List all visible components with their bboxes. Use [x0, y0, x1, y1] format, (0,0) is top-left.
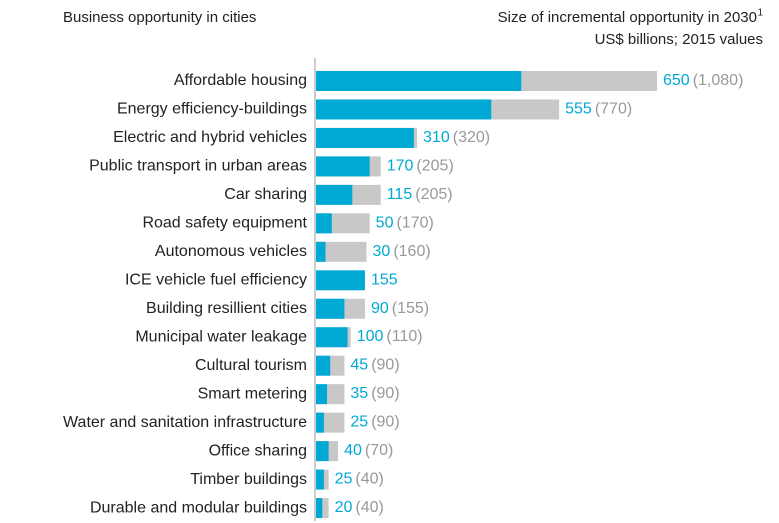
- value-label: 650 (1,080): [663, 72, 743, 89]
- high-value-label: (205): [415, 186, 452, 203]
- value-label: 45 (90): [350, 357, 399, 374]
- category-label: Electric and hybrid vehicles: [113, 129, 307, 146]
- category-label: Durable and modular buildings: [90, 499, 307, 516]
- high-value-label: (70): [365, 442, 393, 459]
- bar: [316, 327, 348, 348]
- category-label: Car sharing: [224, 186, 307, 203]
- chart-subtitle: Size of incremental opportunity in 2030: [498, 9, 757, 26]
- low-value-label: 25: [335, 471, 353, 488]
- value-label: 115 (205): [387, 186, 453, 203]
- high-value-label: (770): [595, 101, 632, 118]
- low-value-label: 20: [335, 499, 353, 516]
- high-value-label: (40): [355, 499, 383, 516]
- bar: [316, 241, 326, 262]
- footnote-marker: 1: [757, 8, 763, 19]
- low-value-label: 310: [423, 129, 450, 146]
- bar: [316, 127, 414, 148]
- category-label: Smart metering: [198, 385, 307, 402]
- low-value-label: 50: [376, 215, 394, 232]
- high-value-label: (160): [393, 243, 430, 260]
- category-label: Public transport in urban areas: [89, 158, 307, 175]
- category-label: Affordable housing: [174, 72, 307, 89]
- low-value-label: 155: [371, 272, 398, 289]
- bar: [316, 384, 328, 405]
- bar: [316, 298, 345, 319]
- value-label: 20 (40): [335, 499, 384, 516]
- category-label: Office sharing: [209, 442, 307, 459]
- bar: [316, 498, 323, 519]
- low-value-label: 115: [387, 186, 413, 203]
- low-value-label: 650: [663, 72, 690, 89]
- category-label: Water and sanitation infrastructure: [63, 414, 307, 431]
- low-value-label: 170: [387, 158, 414, 175]
- low-value-label: 45: [350, 357, 368, 374]
- high-value-label: (1,080): [693, 72, 744, 89]
- low-value-label: 40: [344, 442, 362, 459]
- high-value-label: (110): [386, 328, 422, 345]
- low-value-label: 25: [350, 414, 368, 431]
- high-value-label: (170): [396, 215, 433, 232]
- bar: [316, 355, 331, 376]
- value-label: 170 (205): [387, 158, 454, 175]
- high-value-label: (90): [371, 357, 399, 374]
- bar: [316, 184, 353, 205]
- low-value-label: 35: [350, 385, 368, 402]
- bar: [316, 99, 492, 120]
- bar: [316, 241, 367, 262]
- value-label: 50 (170): [376, 215, 434, 232]
- value-label: 40 (70): [344, 442, 393, 459]
- category-label: ICE vehicle fuel efficiency: [125, 272, 307, 289]
- high-value-label: (320): [453, 129, 490, 146]
- value-label: 100 (110): [357, 328, 423, 345]
- chart-title: Business opportunity in cities: [63, 9, 256, 26]
- bar: [316, 156, 370, 177]
- bar: [316, 412, 324, 433]
- value-label: 555 (770): [565, 101, 632, 118]
- category-label: Energy efficiency-buildings: [117, 101, 307, 118]
- bar: [316, 270, 365, 291]
- category-label: Cultural tourism: [195, 357, 307, 374]
- high-value-label: (205): [416, 158, 453, 175]
- value-label: 35 (90): [350, 385, 399, 402]
- category-label: Road safety equipment: [142, 215, 307, 232]
- value-label: 30 (160): [373, 243, 431, 260]
- category-label: Building resillient cities: [146, 300, 307, 317]
- high-value-label: (90): [371, 385, 399, 402]
- high-value-label: (40): [355, 471, 383, 488]
- value-label: 25 (40): [335, 471, 384, 488]
- category-label: Autonomous vehicles: [155, 243, 307, 260]
- low-value-label: 90: [371, 300, 389, 317]
- category-label: Municipal water leakage: [135, 328, 307, 345]
- value-label: 310 (320): [423, 129, 490, 146]
- bar: [316, 213, 332, 234]
- high-value-label: (90): [371, 414, 399, 431]
- value-label: 155: [371, 272, 398, 289]
- value-label: 25 (90): [350, 414, 399, 431]
- unit-note: US$ billions; 2015 values: [595, 31, 763, 48]
- bar: [316, 441, 329, 462]
- bar: [316, 71, 522, 91]
- category-label: Timber buildings: [190, 471, 307, 488]
- low-value-label: 30: [373, 243, 391, 260]
- high-value-label: (155): [392, 300, 429, 317]
- low-value-label: 100: [357, 328, 384, 345]
- low-value-label: 555: [565, 101, 592, 118]
- bar: [316, 469, 324, 490]
- value-label: 90 (155): [371, 300, 429, 317]
